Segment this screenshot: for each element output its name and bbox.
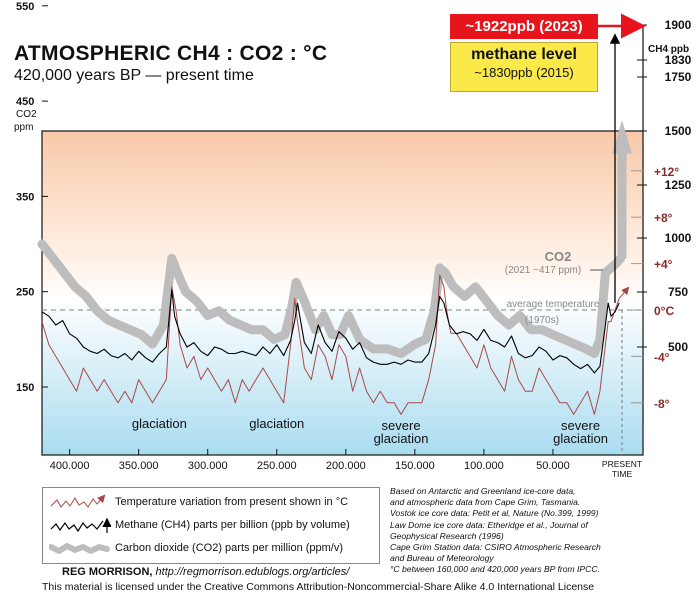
temperature-axis-tick-label: +8° [654, 211, 673, 225]
x-axis-tick-label: 50.000 [536, 460, 570, 472]
average-temperature-label: average temperature [507, 299, 600, 310]
legend-item-co2: Carbon dioxide (CO2) parts per million (… [49, 538, 375, 560]
source-line: Based on Antarctic and Greenland ice-cor… [390, 486, 576, 496]
average-temperature-note: (1970s) [525, 315, 559, 326]
methane-axis-tick-label: 1900 [665, 18, 692, 32]
x-axis-tick-label: 250.000 [257, 460, 297, 472]
glaciation-label-line1: severe [561, 418, 600, 433]
methane-level-badge: methane level ~1830ppb (2015) [450, 42, 598, 92]
methane-axis-tick-label: 1750 [665, 70, 692, 84]
co2-rise-arrowhead [612, 120, 632, 154]
left-axis-unit: ppm [14, 122, 33, 133]
x-axis-tick-label: 400.000 [50, 460, 90, 472]
source-line: Law Dome ice core data: Etheridge et al.… [390, 519, 588, 530]
x-axis-tick-label: 200.000 [326, 460, 366, 472]
methane-series-line [41, 289, 620, 374]
license-text: This material is licensed under the Crea… [42, 581, 595, 593]
present-label-time: TIME [612, 469, 633, 479]
credit-url[interactable]: http://regmorrison.edublogs.org/articles… [155, 566, 350, 578]
temperature-axis-tick-label: -4° [654, 350, 670, 364]
x-axis-tick-label: 150.000 [395, 460, 435, 472]
source-line: and atmospheric data from Cape Grim, Tas… [390, 497, 581, 508]
temperature-axis-tick-label: +12° [654, 165, 679, 179]
left-axis-tick-label: 550 [16, 1, 34, 13]
sources-note: Based on Antarctic and Greenland ice-cor… [390, 486, 695, 576]
present-label: PRESENT [602, 459, 642, 469]
x-axis-tick-label: 100.000 [464, 460, 504, 472]
temperature-recent-arrow [618, 286, 630, 299]
methane-axis-label: CH4 ppb [648, 44, 689, 55]
plot-group: CO2ppm650550450350250150400.000350.00030… [14, 1, 692, 479]
glaciation-label: glaciation [132, 416, 187, 431]
methane-axis-tick-label: 750 [668, 285, 688, 299]
glaciation-label: glaciation [249, 416, 304, 431]
legend-item-methane: Methane (CH4) parts per billion (ppb by … [49, 515, 375, 537]
glaciation-label-line1: severe [382, 418, 421, 433]
legend-label-co2: Carbon dioxide (CO2) parts per million (… [115, 542, 344, 554]
page-title: ATMOSPHERIC CH4 : CO2 : °C [14, 42, 328, 65]
temperature-swatch [50, 494, 106, 508]
legend-label-temperature: Temperature variation from present shown… [115, 496, 349, 508]
page-subtitle: 420,000 years BP — present time [14, 67, 254, 84]
source-line: Geophysical Research (1996) [390, 530, 504, 541]
legend-label-methane: Methane (CH4) parts per billion (ppb by … [115, 519, 350, 531]
legend: Temperature variation from present shown… [42, 487, 380, 564]
source-line: and Bureau of Meteorology [390, 553, 494, 564]
co2-series-line [37, 239, 626, 359]
methane-axis-tick-label: 1250 [665, 178, 692, 192]
methane-axis-tick-label: 1830 [665, 53, 692, 67]
recent-methane-badge: ~1922ppb (2023) [450, 14, 598, 39]
co2-annotation-note: (2021 ~417 ppm) [505, 265, 581, 276]
methane-level-value: ~1830ppb (2015) [474, 65, 574, 80]
left-axis-tick-label: 450 [16, 96, 34, 108]
temperature-axis-tick-label: -8° [654, 397, 670, 411]
source-line: Cape Grim Station data: CSIRO Atmospheri… [390, 542, 601, 553]
left-axis-tick-label: 350 [16, 191, 34, 203]
x-axis-tick-label: 350.000 [119, 460, 159, 472]
credit-author: REG MORRISON, [62, 566, 153, 578]
plot-frame [41, 130, 644, 456]
left-axis-label: CO2 [16, 109, 37, 120]
plot-background [42, 131, 643, 455]
methane-swatch [50, 517, 111, 533]
legend-item-temperature: Temperature variation from present shown… [49, 492, 375, 514]
left-axis-tick-label: 150 [16, 382, 34, 394]
source-line: °C between 160,000 and 420,000 years BP … [390, 564, 600, 575]
left-axis-tick-label: 250 [16, 287, 34, 299]
glaciation-label-line2: glaciation [374, 431, 429, 446]
methane-axis-tick-label: 1000 [665, 231, 692, 245]
temperature-axis-tick-label: 0°C [654, 304, 674, 318]
source-line: Vostok ice core data: Petit et al, Natur… [390, 508, 599, 519]
temperature-series-line [41, 274, 620, 415]
x-axis-tick-label: 300.000 [188, 460, 228, 472]
glaciation-label-line2: glaciation [553, 431, 608, 446]
temperature-axis-tick-label: +4° [654, 258, 673, 272]
credit-line: REG MORRISON, http://regmorrison.edublog… [62, 566, 349, 578]
methane-axis-tick-label: 1500 [665, 124, 692, 138]
co2-annotation: CO2 [545, 249, 572, 264]
co2-swatch [49, 543, 110, 554]
methane-axis-tick-label: 500 [668, 340, 688, 354]
methane-level-title: methane level [471, 46, 577, 63]
